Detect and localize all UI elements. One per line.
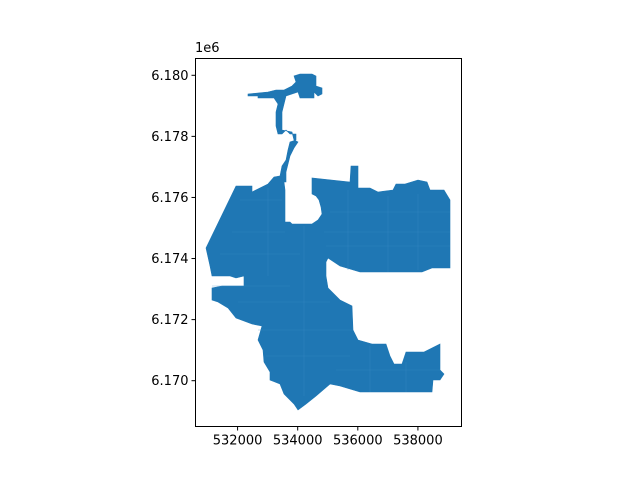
x-axis: 532000 534000 536000 538000: [213, 426, 443, 449]
y-tick-label: 6.172: [151, 313, 188, 328]
y-tick-label: 6.178: [151, 130, 188, 145]
x-tick-label: 532000: [213, 434, 263, 449]
parcel-lines: [212, 188, 450, 396]
y-tick-label: 6.170: [151, 374, 188, 389]
y-tick-label: 6.180: [151, 69, 188, 84]
region-shape: [205, 165, 451, 411]
x-tick-label: 536000: [333, 434, 383, 449]
x-tick-label: 538000: [393, 434, 443, 449]
x-tick-label: 534000: [273, 434, 323, 449]
y-tick-label: 6.174: [151, 252, 188, 267]
y-tick-label: 6.176: [151, 191, 188, 206]
region-corridor: [247, 73, 323, 183]
y-offset-label: 1e6: [195, 41, 220, 56]
y-axis: 6.170 6.172 6.174 6.176 6.178 6.180: [151, 69, 196, 389]
